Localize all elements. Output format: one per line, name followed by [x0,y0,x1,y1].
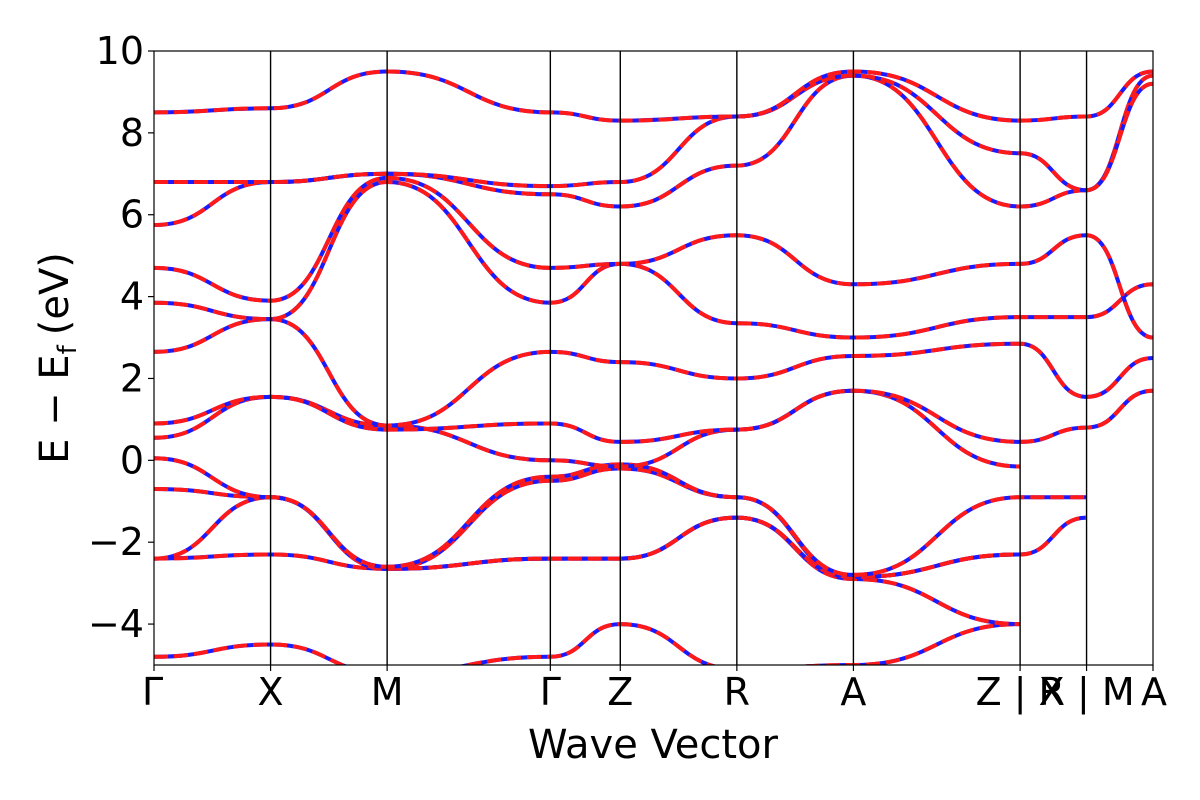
band-line-blue [154,388,1153,444]
x-axis-title: Wave Vector [528,722,779,768]
y-tick-label: 8 [120,111,144,155]
y-axis-ticks: 10 8 6 4 2 0 −2 −4 [88,29,154,646]
band-line-red [154,69,1153,123]
y-axis-title-main: E − E [32,354,78,464]
x-tick-label: M [371,670,404,714]
x-tick-label: Z | X [976,670,1065,715]
x-tick-label: X [258,670,284,714]
plot-background [154,51,1153,665]
y-axis-title: E − Ef (eV) [32,252,83,464]
x-tick-label: Γ [540,670,561,714]
x-tick-label: A [840,670,866,714]
band-line-red [154,622,1021,665]
y-tick-label: 0 [120,438,144,482]
band-line-red [154,73,1153,193]
y-tick-label: 2 [120,356,144,400]
y-axis-title-subscript: f [53,344,83,354]
y-tick-label: 6 [120,193,144,237]
plot-area [153,50,1154,666]
y-tick-label: −4 [88,602,144,646]
y-tick-label: −2 [88,520,144,564]
k-point-divider-lines [269,51,1088,665]
band-line-red [154,317,1153,428]
plot-frame [153,50,1154,666]
x-tick-label: Γ [142,670,163,714]
y-tick-label: 4 [120,275,144,319]
band-line-red [154,175,1153,340]
y-axis-title-unit: (eV) [32,252,78,335]
x-tick-label: Z [607,670,633,714]
x-tick-label: R | M [1038,670,1134,715]
x-tick-label: A [1141,670,1167,714]
x-tick-label: R [724,670,750,714]
y-tick-label: 10 [96,29,144,73]
